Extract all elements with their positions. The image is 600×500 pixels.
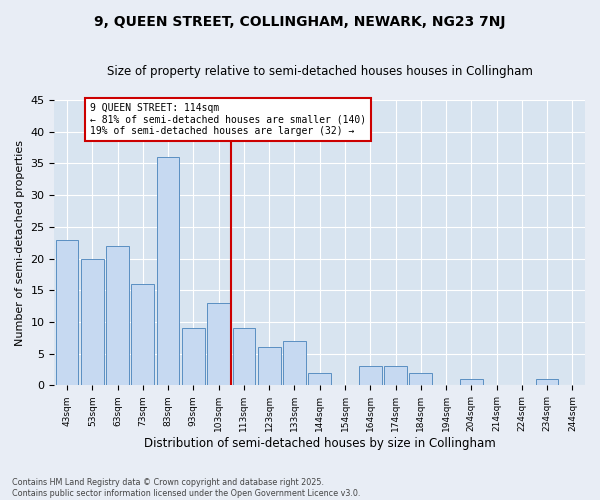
Bar <box>460 379 482 386</box>
Bar <box>131 284 154 386</box>
Bar <box>258 348 281 386</box>
Bar <box>106 246 129 386</box>
Bar <box>384 366 407 386</box>
Bar <box>536 379 559 386</box>
Bar <box>283 341 306 386</box>
Bar <box>409 372 432 386</box>
Bar <box>182 328 205 386</box>
Text: 9, QUEEN STREET, COLLINGHAM, NEWARK, NG23 7NJ: 9, QUEEN STREET, COLLINGHAM, NEWARK, NG2… <box>94 15 506 29</box>
Y-axis label: Number of semi-detached properties: Number of semi-detached properties <box>15 140 25 346</box>
Bar <box>207 303 230 386</box>
Bar <box>56 240 79 386</box>
Bar <box>308 372 331 386</box>
X-axis label: Distribution of semi-detached houses by size in Collingham: Distribution of semi-detached houses by … <box>144 437 496 450</box>
Bar <box>81 258 104 386</box>
Bar <box>157 157 179 386</box>
Text: 9 QUEEN STREET: 114sqm
← 81% of semi-detached houses are smaller (140)
19% of se: 9 QUEEN STREET: 114sqm ← 81% of semi-det… <box>90 103 366 136</box>
Title: Size of property relative to semi-detached houses houses in Collingham: Size of property relative to semi-detach… <box>107 65 533 78</box>
Text: Contains HM Land Registry data © Crown copyright and database right 2025.
Contai: Contains HM Land Registry data © Crown c… <box>12 478 361 498</box>
Bar <box>233 328 255 386</box>
Bar <box>359 366 382 386</box>
